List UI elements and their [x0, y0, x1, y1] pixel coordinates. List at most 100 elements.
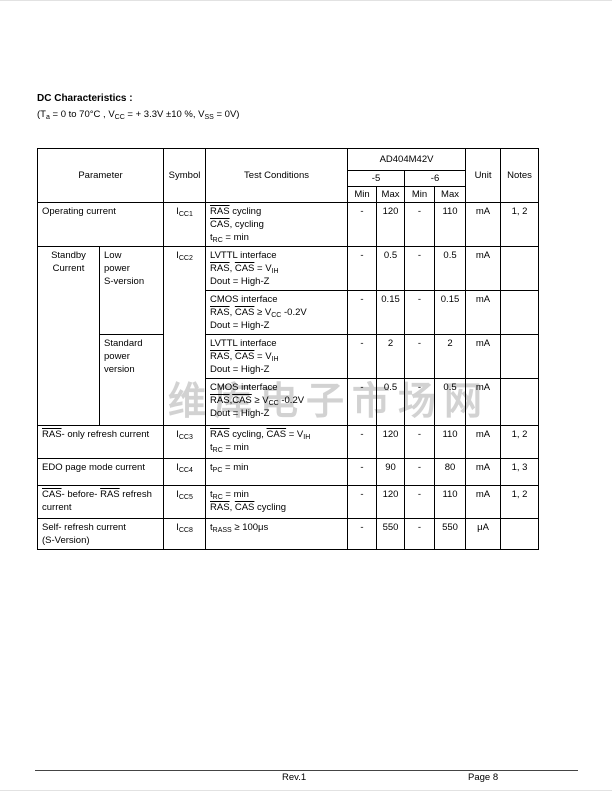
table-cell: Operating current	[36, 202, 165, 247]
table-cell: -	[347, 485, 378, 519]
table-cell: 2	[434, 334, 467, 379]
table-cell: 550	[376, 518, 406, 550]
table-row: CMOS interface RAS,CAS ≥ VCC -0.2V Dout = …	[38, 378, 540, 426]
table-row: Standard power version LVTTL interface RAS, …	[38, 334, 540, 426]
table-cell: 1, 2	[500, 425, 540, 459]
table-cell: 1, 3	[500, 458, 540, 486]
table-cell: -	[347, 425, 378, 459]
header-cell: Unit	[465, 148, 502, 203]
footer-divider	[35, 770, 578, 771]
table-cell: Self- refresh current (S-Version)	[36, 518, 165, 550]
table-cell: mA	[465, 485, 502, 519]
table-cell: 120	[376, 202, 406, 247]
table-cell: -	[404, 425, 436, 459]
table-cell: ICC4	[163, 458, 207, 486]
table-cell: -	[347, 334, 378, 379]
header-cell: Test Conditions	[205, 148, 349, 203]
table-row: EDO page mode current ICC4 tPC = min -90-80…	[36, 458, 540, 486]
table-cell: 120	[376, 425, 406, 459]
table-cell: 0.5	[376, 378, 406, 426]
table-cell: -	[347, 290, 378, 335]
page-bottom-edge	[0, 790, 612, 791]
table-cell: 0.5	[434, 378, 467, 426]
table-cell: -	[347, 246, 378, 291]
table-cell: LVTTL interface RAS, CAS = VIH Dout = High…	[205, 246, 349, 291]
page-title: DC Characteristics :	[37, 93, 133, 104]
table-cell: -	[347, 518, 378, 550]
table-cell: CMOS interface RAS, CAS ≥ VCC -0.2V Dout =…	[205, 290, 349, 335]
table-cell: -	[404, 246, 436, 291]
table-cell: 0.5	[376, 246, 406, 291]
table-row: RAS- only refresh current ICC3 RAS cycling…	[36, 425, 540, 459]
table-cell: mA	[465, 334, 502, 379]
table-row: Self- refresh current (S-Version) ICC8 tRAS…	[36, 518, 540, 550]
table-cell: -	[347, 202, 378, 247]
table-cell: RAS cycling, CAS = VIH tRC = min	[205, 425, 349, 459]
header-cell: Notes	[500, 148, 540, 203]
table-cell	[500, 518, 540, 550]
footer-page-number: Page 8	[468, 772, 499, 783]
table-cell: -	[404, 334, 436, 379]
header-cell: Min	[347, 186, 378, 203]
table-row: Standby Current Low power S-version ICC2 LVTTL…	[37, 246, 540, 426]
table-cell: 110	[434, 485, 467, 519]
table-cell: -	[404, 518, 436, 550]
table-cell: RAS cycling CAS, cycling tRC = min	[205, 202, 349, 247]
header-cell: Max	[376, 186, 406, 203]
table-cell: mA	[465, 290, 502, 335]
table-cell: 2	[376, 334, 406, 379]
table-cell: -	[404, 485, 436, 519]
table-cell: 110	[434, 202, 467, 247]
table-cell: 110	[434, 425, 467, 459]
table-cell: 90	[376, 458, 406, 486]
table-row: CMOS interface RAS, CAS ≥ VCC -0.2V Dout =…	[38, 290, 540, 335]
table-cell: ICC2	[163, 246, 207, 426]
table-cell	[500, 334, 540, 379]
table-cell: 0.15	[376, 290, 406, 335]
table-cell: -	[404, 202, 436, 247]
table-cell: CAS- before- RAS refresh current	[36, 485, 165, 519]
header-cell: -6	[404, 170, 467, 187]
table-cell: tRC = min RAS, CAS cycling	[205, 485, 349, 519]
table-cell: -	[404, 290, 436, 335]
table-cell: mA	[465, 425, 502, 459]
table-row: Operating current ICC1 RAS cycling CAS, cyc…	[36, 202, 540, 247]
table-header: Parameter Symbol Test Conditions AD404M42V U…	[36, 148, 540, 203]
table-cell	[500, 378, 540, 426]
table-cell: ICC3	[163, 425, 207, 459]
dc-characteristics-table: Parameter Symbol Test Conditions AD404M42V U…	[36, 148, 540, 550]
table-cell: RAS- only refresh current	[36, 425, 165, 459]
table-cell: ICC1	[163, 202, 207, 247]
table-cell: -	[404, 378, 436, 426]
table-cell: 0.15	[434, 290, 467, 335]
table-cell	[500, 246, 540, 291]
table-cell	[500, 290, 540, 335]
table-cell: 80	[434, 458, 467, 486]
table-cell: mA	[465, 378, 502, 426]
table-cell: Standby Current	[37, 246, 100, 426]
table-cell: mA	[465, 246, 502, 291]
table-cell: 550	[434, 518, 467, 550]
table-cell: tRASS ≥ 100μs	[205, 518, 349, 550]
table-cell: tPC = min	[205, 458, 349, 486]
table-cell: ICC8	[163, 518, 207, 550]
table-cell: 1, 2	[500, 202, 540, 247]
table-cell: 120	[376, 485, 406, 519]
table-cell: -	[347, 378, 378, 426]
table-row: CAS- before- RAS refresh current ICC5 tRC =…	[36, 485, 540, 519]
header-cell: -5	[347, 170, 406, 187]
table-cell: LVTTL interface RAS, CAS = VIH Dout = High…	[205, 334, 349, 379]
header-cell: Max	[434, 186, 467, 203]
header-cell: Symbol	[163, 148, 207, 203]
table-cell: -	[404, 458, 436, 486]
header-cell: AD404M42V	[347, 148, 467, 171]
table-cell: EDO page mode current	[36, 458, 165, 486]
table-cell: 0.5	[434, 246, 467, 291]
table-cell: mA	[465, 202, 502, 247]
table-cell: ICC5	[163, 485, 207, 519]
table-body: Operating current ICC1 RAS cycling CAS, cyc…	[36, 202, 540, 550]
header-cell: Min	[404, 186, 436, 203]
test-conditions-note: (Ta = 0 to 70°C , VCC = + 3.3V ±10 %, VS…	[37, 109, 240, 121]
table-cell: mA	[465, 458, 502, 486]
